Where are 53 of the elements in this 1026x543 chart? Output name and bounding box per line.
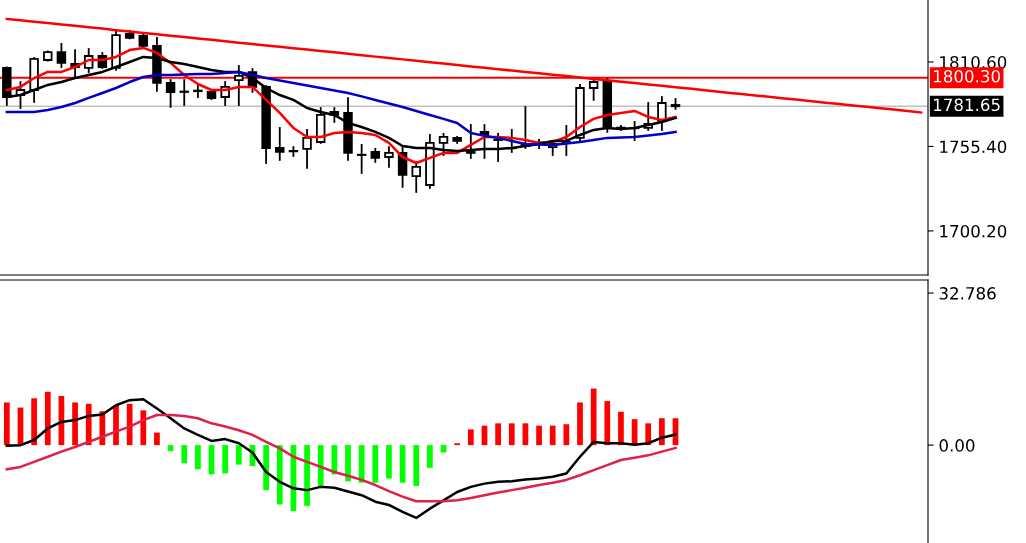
y-tick-label: 0.00	[939, 439, 975, 452]
bar	[549, 425, 556, 446]
bar	[536, 425, 542, 446]
bar	[386, 445, 392, 479]
bar	[495, 423, 501, 446]
bar	[3, 402, 10, 446]
bar	[331, 445, 338, 475]
candlestick	[411, 161, 421, 193]
candlestick	[356, 144, 367, 174]
bar	[590, 388, 597, 446]
candlestick	[165, 79, 176, 108]
candlestick	[179, 79, 189, 106]
bar	[181, 445, 188, 464]
y-tick-label: 1700.20	[940, 224, 1007, 238]
candlestick	[588, 79, 599, 101]
bar	[372, 445, 379, 483]
bar	[467, 429, 474, 446]
bar	[577, 402, 583, 446]
line-series	[5, 397, 677, 520]
bar	[235, 445, 242, 465]
bar	[263, 445, 269, 491]
bar	[195, 445, 201, 470]
bar	[440, 445, 447, 453]
candlestick	[275, 127, 285, 161]
bar	[154, 432, 160, 446]
bar	[604, 401, 611, 446]
line-series	[5, 413, 677, 503]
candlestick	[193, 84, 203, 98]
bar	[31, 398, 37, 446]
candlestick	[302, 129, 312, 169]
candlestick	[234, 65, 244, 106]
bar	[304, 445, 310, 506]
bar	[358, 445, 365, 483]
bar	[563, 424, 570, 446]
y-tick-label: 1810.60	[940, 55, 1007, 69]
bar	[44, 391, 51, 446]
y-tick-label: 32.786	[939, 287, 996, 300]
candlestick	[56, 43, 67, 68]
bar	[276, 445, 283, 505]
bar	[508, 423, 515, 446]
bar	[345, 445, 351, 482]
bar	[72, 402, 78, 446]
line-series	[5, 70, 677, 147]
bar	[427, 445, 433, 468]
ref-line-label: 1800.30	[934, 69, 1000, 83]
bar	[126, 403, 133, 446]
candlestick	[384, 146, 394, 168]
bar	[317, 445, 324, 487]
ref-line-label: 1781.65	[934, 98, 1000, 112]
bar	[140, 410, 147, 446]
y-tick-label: 1755.40	[940, 140, 1007, 154]
bar	[222, 445, 229, 474]
bar	[413, 445, 420, 486]
